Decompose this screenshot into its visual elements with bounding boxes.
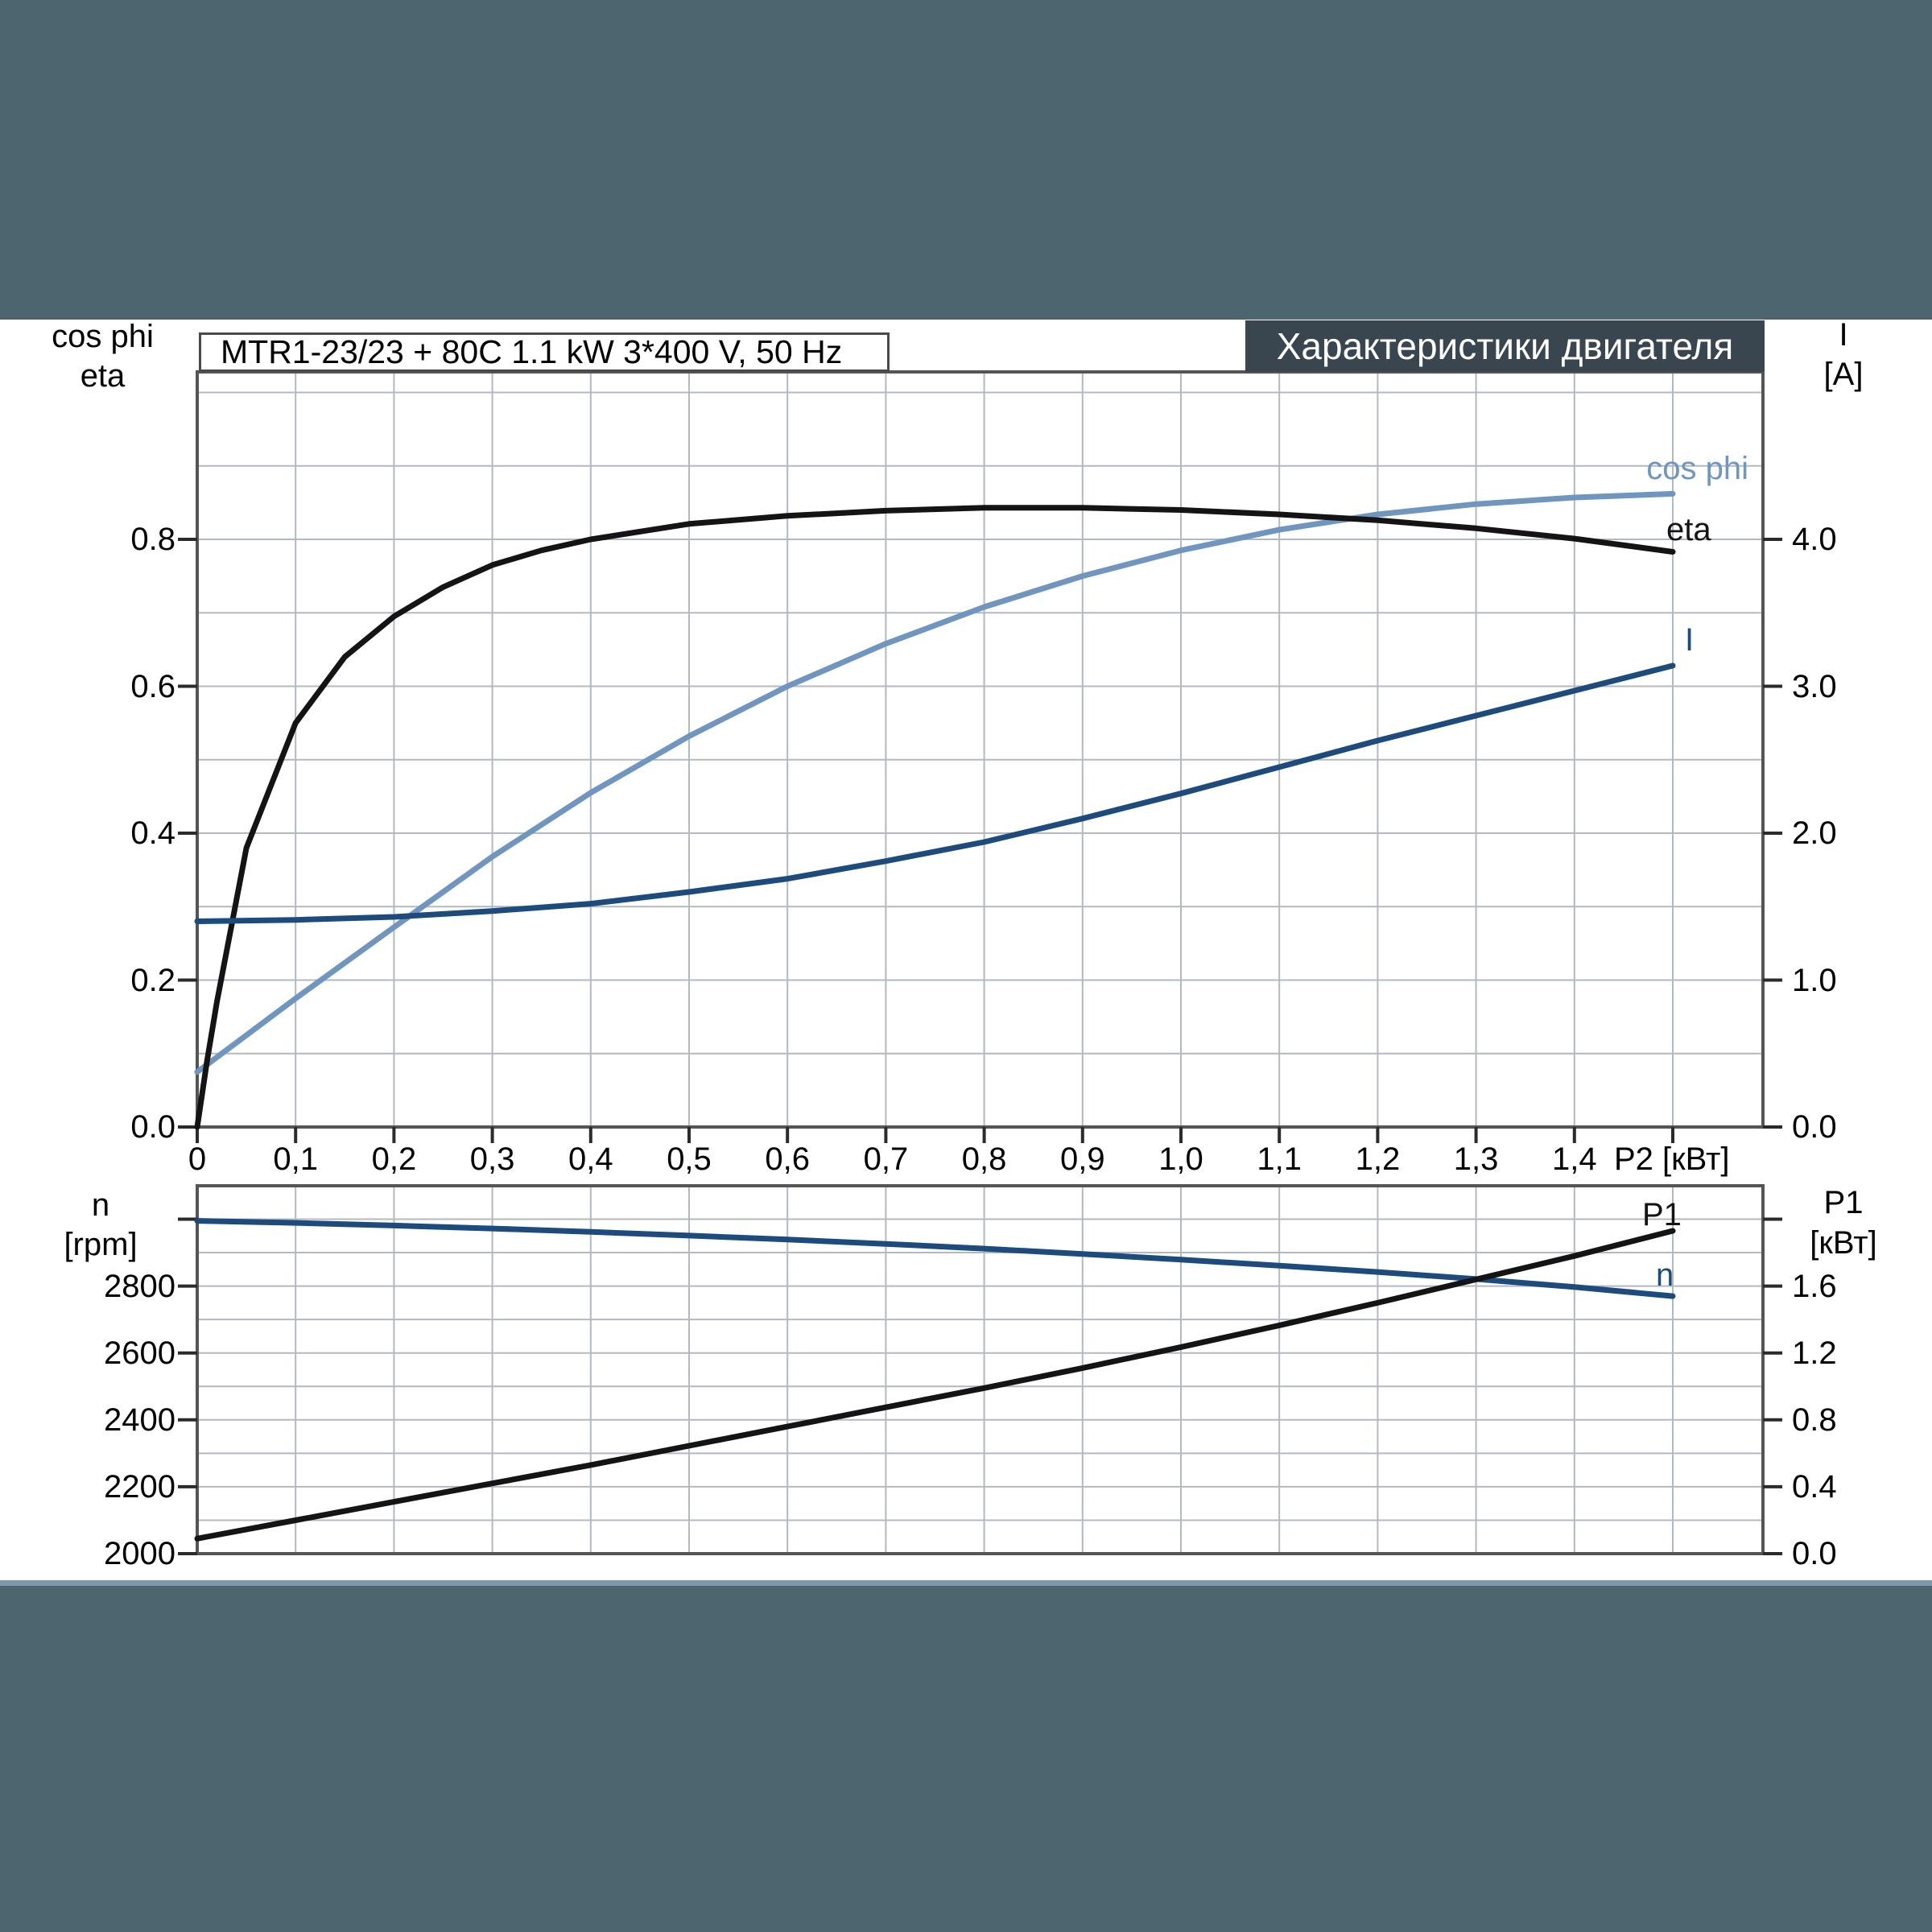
top-right-axis-tick-label: 3.0 [1792, 667, 1913, 706]
top-left-axis-tick-label: 0.6 [48, 667, 175, 706]
bottom-left-axis-tick-label: 2800 [48, 1267, 175, 1306]
n-curve-label: n [1656, 1257, 1674, 1294]
top-right-axis-tick-label: 2.0 [1792, 814, 1913, 852]
p1-curve-label: P1 [1642, 1196, 1682, 1233]
bottom-left-axis-header-line1: n [20, 1186, 181, 1224]
header-badge: Характеристики двигателя [1245, 320, 1765, 372]
bottom-right-axis-header-line1: P1 [1767, 1183, 1920, 1222]
bottom-left-axis-tick-label: 2400 [48, 1401, 175, 1439]
x-axis-tick-label: 0,7 [845, 1140, 926, 1179]
x-axis-tick-label: 0 [157, 1140, 237, 1179]
bottom-left-axis-tick-label: 2200 [48, 1468, 175, 1506]
eta-curve-label: eta [1666, 511, 1711, 548]
top-left-axis-tick-label: 0.4 [48, 814, 175, 852]
top-right-axis-tick-label: 4.0 [1792, 520, 1913, 559]
x-axis-tick-label: 1,3 [1436, 1140, 1517, 1179]
x-axis-unit-label: P2 [кВт] [1614, 1140, 1767, 1179]
chart-title-box: MTR1-23/23 + 80C 1.1 kW 3*400 V, 50 Hz [199, 332, 890, 372]
curve-eta [197, 508, 1673, 1127]
bottom-right-axis-tick-label: 0.4 [1792, 1468, 1913, 1506]
top-left-axis-header-line1: cos phi [16, 317, 189, 356]
x-axis-tick-label: 0,8 [944, 1140, 1025, 1179]
x-axis-tick-label: 0,2 [353, 1140, 434, 1179]
x-axis-tick-label: 0,9 [1042, 1140, 1123, 1179]
x-axis-tick-label: 0,1 [255, 1140, 336, 1179]
curve-i [197, 666, 1673, 922]
bottom-right-axis-tick-label: 1.6 [1792, 1267, 1913, 1306]
curve-cos-phi [197, 493, 1673, 1071]
x-axis-tick-label: 0,6 [747, 1140, 828, 1179]
x-axis-tick-label: 0,4 [551, 1140, 631, 1179]
bottom-left-axis-tick-label: 2000 [48, 1534, 175, 1573]
bottom-right-axis-tick-label: 0.0 [1792, 1534, 1913, 1573]
x-axis-tick-label: 0,3 [452, 1140, 533, 1179]
current-curve-label: I [1685, 621, 1694, 658]
plot-frame [197, 372, 1763, 1127]
cos-phi-curve-label: cos phi [1578, 450, 1748, 487]
x-axis-tick-label: 0,5 [649, 1140, 729, 1179]
top-right-axis-tick-label: 1.0 [1792, 961, 1913, 1000]
top-left-axis-header-line2: eta [16, 357, 189, 395]
top-right-axis-header-line1: I [1767, 316, 1920, 354]
bottom-right-axis-tick-label: 0.8 [1792, 1401, 1913, 1439]
x-axis-tick-label: 1,2 [1337, 1140, 1418, 1179]
top-right-axis-tick-label: 0.0 [1792, 1108, 1913, 1146]
bottom-right-axis-tick-label: 1.2 [1792, 1334, 1913, 1373]
bottom-right-axis-header-line2: [кВт] [1767, 1224, 1920, 1262]
plot-frame [197, 1186, 1763, 1554]
charts-canvas [0, 0, 1932, 1932]
top-left-axis-tick-label: 0.2 [48, 961, 175, 1000]
top-right-axis-header-line2: [A] [1767, 355, 1920, 394]
screenshot-root: cos phi eta I [A] n [rpm] P1 [кВт] P2 [к… [0, 0, 1932, 1932]
bottom-left-axis-tick-label: 2600 [48, 1334, 175, 1373]
x-axis-tick-label: 1,1 [1239, 1140, 1319, 1179]
x-axis-tick-label: 1,0 [1141, 1140, 1221, 1179]
top-left-axis-tick-label: 0.8 [48, 520, 175, 559]
bottom-left-axis-header-line2: [rpm] [20, 1225, 181, 1264]
x-axis-tick-label: 1,4 [1534, 1140, 1615, 1179]
